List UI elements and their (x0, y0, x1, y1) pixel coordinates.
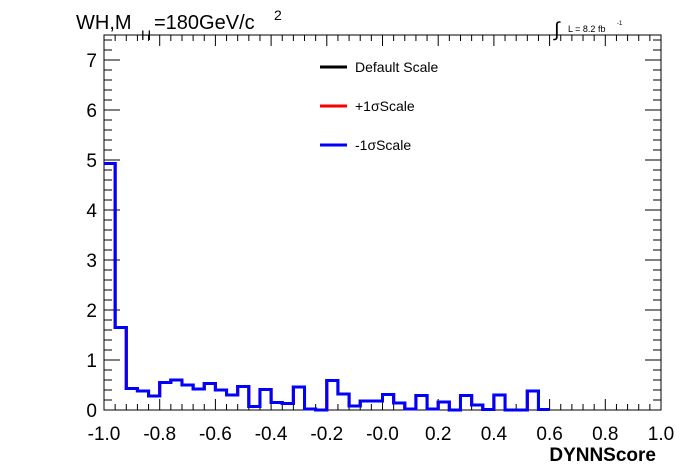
x-tick-label: -0.2 (310, 424, 343, 445)
legend-label-minus1sigma: -1σScale (355, 137, 411, 153)
series-layer (104, 162, 550, 412)
chart-title-rest: =180GeV/c (154, 12, 255, 34)
axes: -1.0 -0.8 -0.6 -0.4 -0.2 -0.0 0.2 0.4 0.6 0.8 1.0 0… (86, 35, 674, 445)
legend-label-plus1sigma: +1σScale (355, 98, 415, 114)
legend: Default Scale +1σScale -1σScale (320, 59, 438, 153)
y-tick-label: 4 (86, 201, 97, 222)
x-axis-label: DYNNScore (549, 445, 656, 466)
x-tick-label: -1.0 (88, 424, 121, 445)
y-tick-label: 7 (86, 51, 97, 72)
y-tick-label: 2 (86, 301, 97, 322)
y-tick-label: 6 (86, 101, 97, 122)
x-tick-label: 0.8 (592, 424, 618, 445)
series-line-default-scale (104, 162, 550, 412)
legend-label-default: Default Scale (355, 59, 438, 75)
y-tick-label: 5 (86, 151, 97, 172)
x-tick-label: 0.4 (481, 424, 508, 445)
x-tick-label: -0.8 (143, 424, 176, 445)
x-tick-label: 0.2 (425, 424, 451, 445)
plot-frame (103, 34, 662, 411)
series-line-plus-1sigma (104, 162, 550, 412)
chart-title-superscript: 2 (274, 7, 282, 23)
y-tick-label: 0 (86, 401, 97, 422)
x-tick-label: -0.4 (255, 424, 288, 445)
chart-title-subscript: H (141, 27, 151, 43)
series-line-minus-1sigma (104, 162, 550, 412)
chart-title-main: WH,M (76, 12, 132, 34)
x-tick-label: -0.0 (366, 424, 399, 445)
x-tick-label: -0.6 (199, 424, 232, 445)
x-tick-label: 0.6 (536, 424, 562, 445)
y-tick-label: 3 (86, 251, 97, 272)
lumi-superscript: -1 (617, 21, 623, 27)
lumi-integral-sign: ∫ (553, 19, 561, 41)
x-tick-label: 1.0 (648, 424, 674, 445)
lumi-label: L = 8.2 fb (568, 24, 605, 34)
y-tick-label: 1 (86, 351, 97, 372)
